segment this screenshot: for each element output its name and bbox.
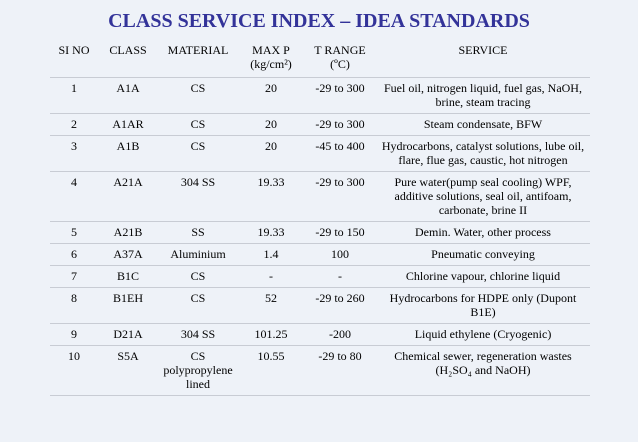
header-cell: MAX P (kg/cm²)	[238, 40, 304, 78]
table-row: 5 A21B SS 19.33 -29 to 150 Demin. Water, othe…	[50, 221, 590, 244]
table-cell: 304 SS	[158, 323, 238, 346]
table-row: 9 D21A 304 SS 101.25 -200 Liquid ethylene (Cr…	[50, 323, 590, 346]
table-cell: 20	[238, 113, 304, 136]
table-cell: -45 to 400	[304, 135, 376, 172]
header-cell: CLASS	[98, 40, 158, 78]
table-cell: 6	[50, 243, 98, 266]
table-cell: 10.55	[238, 345, 304, 396]
table-cell: 20	[238, 135, 304, 172]
table-cell: A1B	[98, 135, 158, 172]
table-cell: -200	[304, 323, 376, 346]
header-cell: SERVICE	[376, 40, 590, 78]
table-cell: -29 to 260	[304, 287, 376, 324]
table-cell: B1C	[98, 265, 158, 288]
table-cell: -	[304, 265, 376, 288]
table-cell: CS	[158, 113, 238, 136]
table-cell: Chlorine vapour, chlorine liquid	[376, 265, 590, 288]
table-cell: 1.4	[238, 243, 304, 266]
table-cell: 2	[50, 113, 98, 136]
table-cell: 3	[50, 135, 98, 172]
table-cell: 19.33	[238, 221, 304, 244]
table-cell: Fuel oil, nitrogen liquid, fuel gas, NaO…	[376, 77, 590, 114]
table-cell: A1A	[98, 77, 158, 114]
table-cell: Demin. Water, other process	[376, 221, 590, 244]
table-cell: CS	[158, 287, 238, 324]
table-cell: S5A	[98, 345, 158, 396]
table-row: 4 A21A 304 SS 19.33 -29 to 300 Pure water(pum…	[50, 171, 590, 222]
table-row: 6 A37A Aluminium 1.4 100 Pneumatic conveying	[50, 243, 590, 266]
table-cell: B1EH	[98, 287, 158, 324]
table-cell: -	[238, 265, 304, 288]
table-cell: Aluminium	[158, 243, 238, 266]
table-cell: CS	[158, 77, 238, 114]
table-cell: 7	[50, 265, 98, 288]
table-cell: CS	[158, 265, 238, 288]
table-cell: 9	[50, 323, 98, 346]
table-cell: 52	[238, 287, 304, 324]
table-cell: -29 to 300	[304, 171, 376, 222]
header-cell: SI NO	[50, 40, 98, 78]
table-cell: Liquid ethylene (Cryogenic)	[376, 323, 590, 346]
table-cell: 1	[50, 77, 98, 114]
table-cell: CS polypropylene lined	[158, 345, 238, 396]
table-cell: 8	[50, 287, 98, 324]
table-body: 1 A1A CS 20 -29 to 300 Fuel oil, nitrogen liq…	[50, 77, 590, 396]
table-cell: -29 to 80	[304, 345, 376, 396]
table-cell: CS	[158, 135, 238, 172]
table-row: 2 A1AR CS 20 -29 to 300 Steam condensate, BFW	[50, 113, 590, 136]
service-table: SI NO CLASS MATERIAL MAX P (kg/cm²) T RANGE …	[50, 40, 590, 396]
table-row: 10 S5A CS polypropylene lined 10.55 -29 to 8…	[50, 345, 590, 396]
table-cell: 5	[50, 221, 98, 244]
table-cell: -29 to 300	[304, 77, 376, 114]
table-cell: 101.25	[238, 323, 304, 346]
table-cell: A21A	[98, 171, 158, 222]
table-cell: 19.33	[238, 171, 304, 222]
table-cell: 100	[304, 243, 376, 266]
table-cell: 4	[50, 171, 98, 222]
header-cell: MATERIAL	[158, 40, 238, 78]
table-cell: Hydrocarbons, catalyst solutions, lube o…	[376, 135, 590, 172]
table-cell: D21A	[98, 323, 158, 346]
table-cell: 304 SS	[158, 171, 238, 222]
table-row: 1 A1A CS 20 -29 to 300 Fuel oil, nitrogen liq…	[50, 77, 590, 114]
table-cell: SS	[158, 221, 238, 244]
table-row: 3 A1B CS 20 -45 to 400 Hydrocarbons, catalyst…	[50, 135, 590, 172]
table-cell: A37A	[98, 243, 158, 266]
table-cell: A1AR	[98, 113, 158, 136]
table-cell: Chemical sewer, regeneration wastes (H₂S…	[376, 345, 590, 396]
table-cell: 20	[238, 77, 304, 114]
table-cell: Pure water(pump seal cooling) WPF, addit…	[376, 171, 590, 222]
table-row: 8 B1EH CS 52 -29 to 260 Hydrocarbons for HDPE…	[50, 287, 590, 324]
table-cell: Steam condensate, BFW	[376, 113, 590, 136]
table-row: 7 B1C CS - - Chlorine vapour, chlorine liquid	[50, 265, 590, 288]
table-cell: -29 to 150	[304, 221, 376, 244]
table-cell: Hydrocarbons for HDPE only (Dupont B1E)	[376, 287, 590, 324]
table-cell: 10	[50, 345, 98, 396]
table-cell: -29 to 300	[304, 113, 376, 136]
title: CLASS SERVICE INDEX – IDEA STANDARDS	[108, 10, 530, 32]
header-cell: T RANGE (ºC)	[304, 40, 376, 78]
header-row: SI NO CLASS MATERIAL MAX P (kg/cm²) T RANGE …	[50, 40, 590, 78]
table-cell: A21B	[98, 221, 158, 244]
table-cell: Pneumatic conveying	[376, 243, 590, 266]
